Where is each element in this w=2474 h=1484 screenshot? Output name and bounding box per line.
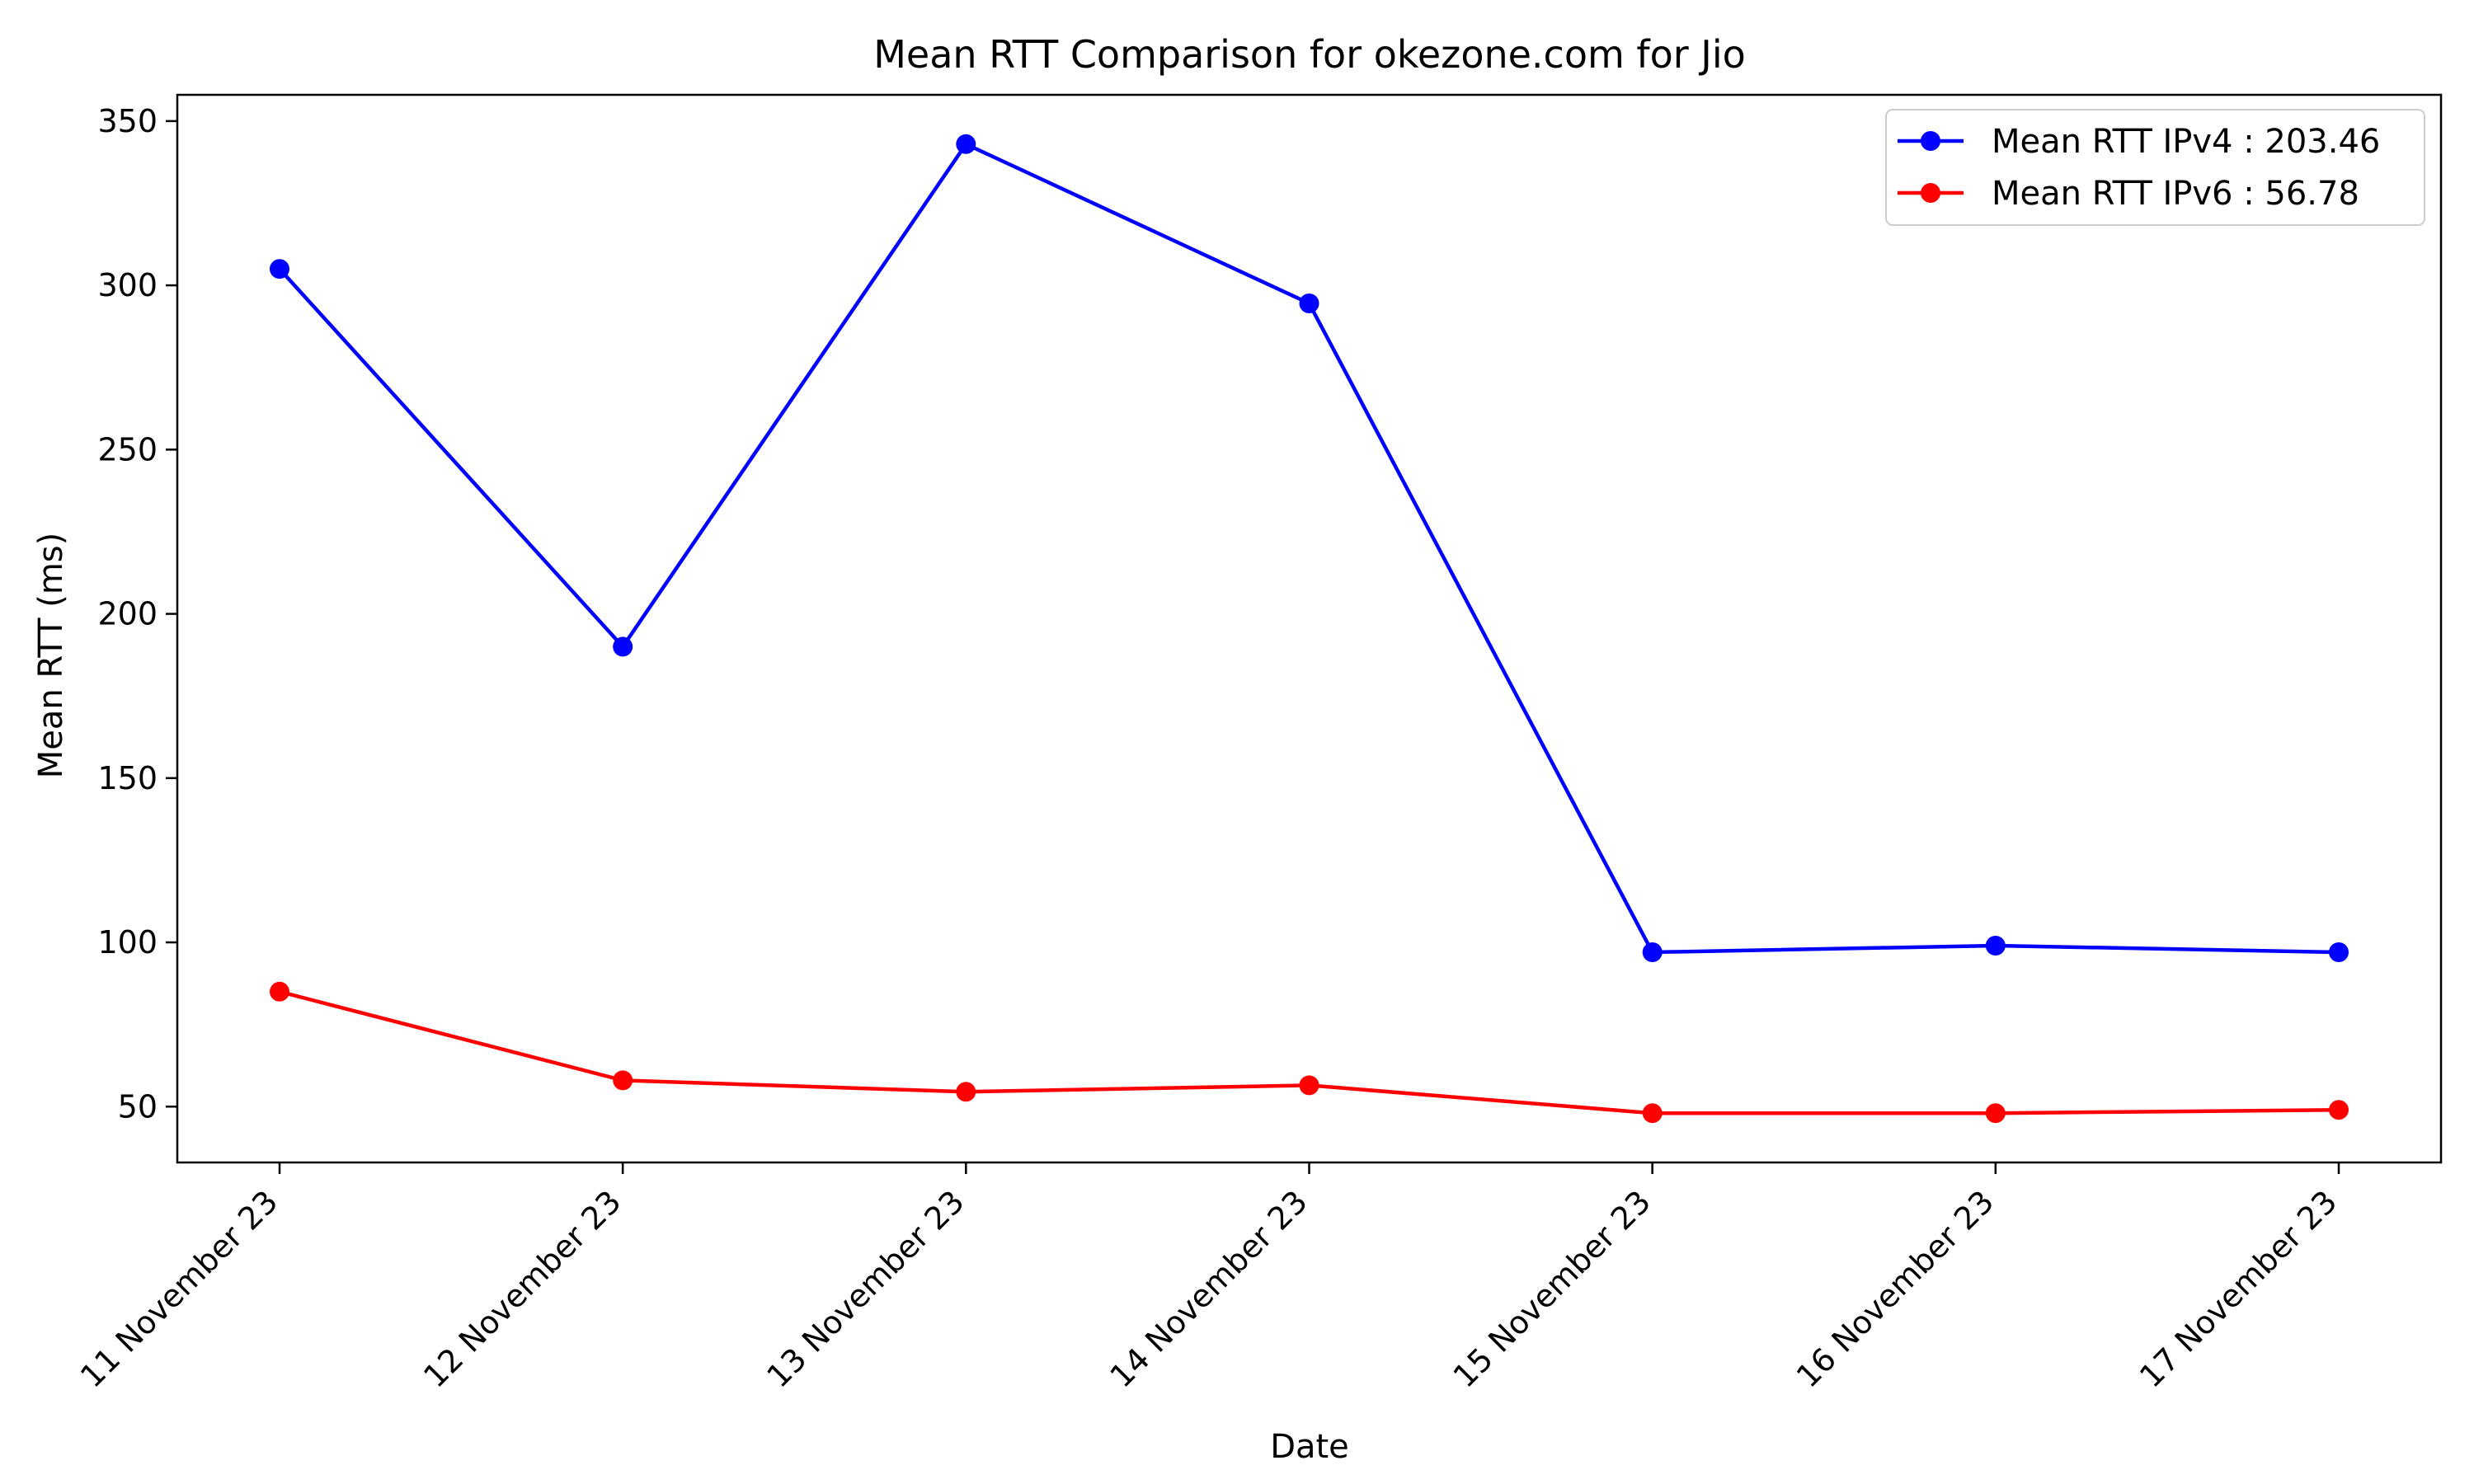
x-tick-label: 12 November 23 <box>416 1183 628 1394</box>
data-point-ipv4 <box>1642 942 1663 962</box>
data-point-ipv4 <box>956 134 976 154</box>
legend-marker <box>1921 131 1940 151</box>
y-tick-label: 50 <box>118 1088 158 1125</box>
data-point-ipv6 <box>1985 1103 2006 1124</box>
series-line-ipv4 <box>278 141 2340 955</box>
data-point-ipv4 <box>613 636 633 657</box>
legend: Mean RTT IPv4 : 203.46 Mean RTT IPv6 : 56… <box>1885 109 2425 226</box>
x-axis-label: Date <box>1270 1428 1349 1466</box>
legend-frame <box>1885 109 2425 226</box>
data-point-ipv6 <box>956 1082 976 1102</box>
plot-frame <box>176 93 2443 1164</box>
y-tick-label: 150 <box>97 760 158 796</box>
y-tick-label: 350 <box>97 103 158 139</box>
data-point-ipv4 <box>2329 942 2349 962</box>
x-tick-label: 17 November 23 <box>2133 1183 2344 1394</box>
legend-entry: Mean RTT IPv4 : 203.46 <box>1992 123 2380 161</box>
legend-entry: Mean RTT IPv6 : 56.78 <box>1992 175 2359 213</box>
x-tick-label: 15 November 23 <box>1446 1183 1658 1394</box>
data-point-ipv6 <box>613 1070 633 1091</box>
y-tick-label: 100 <box>97 924 158 960</box>
y-tick-label: 200 <box>97 596 158 632</box>
data-point-ipv4 <box>1299 294 1319 313</box>
data-point-ipv6 <box>1642 1103 1663 1124</box>
data-point-ipv4 <box>1985 936 2006 956</box>
y-tick-label: 300 <box>97 267 158 303</box>
x-tick-label: 14 November 23 <box>1103 1183 1315 1394</box>
data-point-ipv4 <box>270 259 289 279</box>
data-point-ipv6 <box>270 981 289 1002</box>
legend-marker <box>1921 183 1940 203</box>
x-tick-label: 16 November 23 <box>1790 1183 2001 1394</box>
chart-title: Mean RTT Comparison for okezone.com for … <box>873 32 1746 77</box>
y-tick-label: 250 <box>97 431 158 467</box>
y-axis-label: Mean RTT (ms) <box>32 533 70 778</box>
data-point-ipv6 <box>2329 1100 2349 1120</box>
data-point-ipv6 <box>1299 1075 1319 1096</box>
x-tick-label: 13 November 23 <box>760 1183 971 1394</box>
x-tick-label: 11 November 23 <box>73 1183 285 1394</box>
